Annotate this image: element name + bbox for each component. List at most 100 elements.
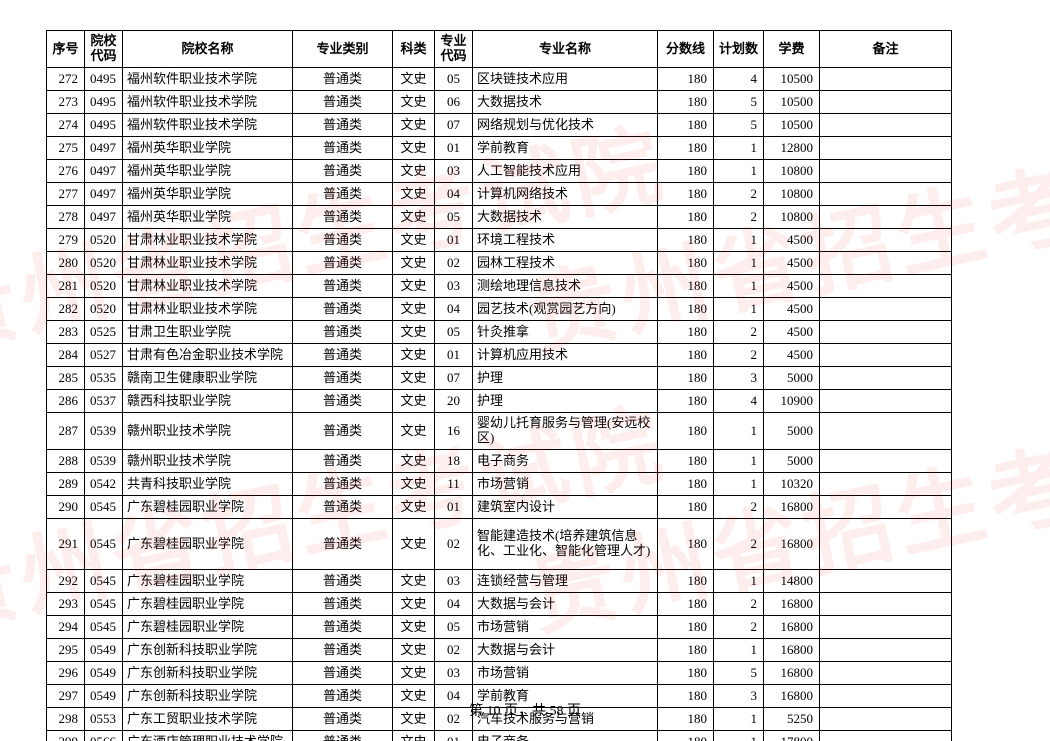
- cell-fee: 14800: [764, 570, 820, 593]
- cell-school_name: 甘肃林业职业技术学院: [123, 275, 293, 298]
- cell-major_name: 针灸推拿: [473, 321, 658, 344]
- cell-school_name: 赣西科技职业学院: [123, 390, 293, 413]
- table-row: 2820520甘肃林业职业技术学院普通类文史04园艺技术(观赏园艺方向)1801…: [47, 298, 952, 321]
- cell-score: 180: [658, 275, 714, 298]
- table-row: 2890542共青科技职业学院普通类文史11市场营销180110320: [47, 473, 952, 496]
- cell-seq: 290: [47, 496, 85, 519]
- cell-major_cat: 普通类: [293, 229, 393, 252]
- table-header: 序号院校代码院校名称专业类别科类专业代码专业名称分数线计划数学费备注: [47, 31, 952, 68]
- cell-school_name: 福州软件职业技术学院: [123, 91, 293, 114]
- cell-plan: 4: [714, 68, 764, 91]
- cell-school_name: 福州英华职业学院: [123, 137, 293, 160]
- cell-school_name: 广东碧桂园职业学院: [123, 570, 293, 593]
- cell-score: 180: [658, 496, 714, 519]
- cell-major_cat: 普通类: [293, 639, 393, 662]
- cell-major_name: 护理: [473, 390, 658, 413]
- cell-fee: 4500: [764, 321, 820, 344]
- cell-ke: 文史: [393, 68, 435, 91]
- cell-fee: 10900: [764, 390, 820, 413]
- cell-score: 180: [658, 321, 714, 344]
- cell-remark: [820, 593, 952, 616]
- cell-school_code: 0527: [85, 344, 123, 367]
- cell-school_code: 0497: [85, 160, 123, 183]
- cell-school_name: 赣州职业技术学院: [123, 413, 293, 450]
- cell-remark: [820, 91, 952, 114]
- cell-school_code: 0520: [85, 229, 123, 252]
- cell-major_cat: 普通类: [293, 252, 393, 275]
- cell-major_cat: 普通类: [293, 519, 393, 570]
- cell-score: 180: [658, 639, 714, 662]
- table-row: 2960549广东创新科技职业学院普通类文史03市场营销180516800: [47, 662, 952, 685]
- cell-major_code: 20: [435, 390, 473, 413]
- cell-remark: [820, 183, 952, 206]
- cell-major_code: 06: [435, 91, 473, 114]
- cell-major_code: 05: [435, 616, 473, 639]
- cell-major_cat: 普通类: [293, 114, 393, 137]
- table-row: 2760497福州英华职业学院普通类文史03人工智能技术应用180110800: [47, 160, 952, 183]
- table-row: 2790520甘肃林业职业技术学院普通类文史01环境工程技术18014500: [47, 229, 952, 252]
- cell-fee: 10800: [764, 160, 820, 183]
- cell-major_code: 07: [435, 367, 473, 390]
- cell-ke: 文史: [393, 160, 435, 183]
- cell-school_code: 0549: [85, 662, 123, 685]
- cell-remark: [820, 731, 952, 741]
- table-row: 2990566广东酒店管理职业技术学院普通类文史01电子商务180117800: [47, 731, 952, 741]
- cell-fee: 10800: [764, 206, 820, 229]
- cell-ke: 文史: [393, 298, 435, 321]
- cell-school_code: 0495: [85, 68, 123, 91]
- table-row: 2900545广东碧桂园职业学院普通类文史01建筑室内设计180216800: [47, 496, 952, 519]
- cell-major_cat: 普通类: [293, 662, 393, 685]
- table-row: 2860537赣西科技职业学院普通类文史20护理180410900: [47, 390, 952, 413]
- cell-seq: 276: [47, 160, 85, 183]
- cell-school_name: 广东碧桂园职业学院: [123, 496, 293, 519]
- cell-score: 180: [658, 367, 714, 390]
- cell-remark: [820, 160, 952, 183]
- cell-seq: 296: [47, 662, 85, 685]
- cell-fee: 4500: [764, 275, 820, 298]
- cell-score: 180: [658, 662, 714, 685]
- table-row: 2930545广东碧桂园职业学院普通类文史04大数据与会计180216800: [47, 593, 952, 616]
- cell-ke: 文史: [393, 229, 435, 252]
- cell-seq: 287: [47, 413, 85, 450]
- cell-remark: [820, 390, 952, 413]
- cell-plan: 1: [714, 137, 764, 160]
- cell-major_code: 02: [435, 519, 473, 570]
- cell-major_cat: 普通类: [293, 160, 393, 183]
- cell-seq: 285: [47, 367, 85, 390]
- cell-school_code: 0566: [85, 731, 123, 741]
- cell-ke: 文史: [393, 91, 435, 114]
- cell-plan: 1: [714, 413, 764, 450]
- cell-fee: 16800: [764, 662, 820, 685]
- col-school_code: 院校代码: [85, 31, 123, 68]
- cell-score: 180: [658, 114, 714, 137]
- cell-major_name: 计算机网络技术: [473, 183, 658, 206]
- cell-remark: [820, 229, 952, 252]
- cell-school_code: 0537: [85, 390, 123, 413]
- cell-school_code: 0495: [85, 91, 123, 114]
- cell-school_code: 0520: [85, 298, 123, 321]
- cell-school_name: 广东创新科技职业学院: [123, 639, 293, 662]
- cell-major_cat: 普通类: [293, 183, 393, 206]
- cell-score: 180: [658, 616, 714, 639]
- cell-score: 180: [658, 570, 714, 593]
- cell-fee: 4500: [764, 229, 820, 252]
- cell-school_code: 0539: [85, 450, 123, 473]
- table-row: 2870539赣州职业技术学院普通类文史16婴幼儿托育服务与管理(安远校区)18…: [47, 413, 952, 450]
- cell-ke: 文史: [393, 252, 435, 275]
- cell-fee: 5000: [764, 367, 820, 390]
- cell-school_name: 广东碧桂园职业学院: [123, 616, 293, 639]
- cell-plan: 1: [714, 252, 764, 275]
- cell-major_name: 连锁经营与管理: [473, 570, 658, 593]
- table-row: 2910545广东碧桂园职业学院普通类文史02智能建造技术(培养建筑信息化、工业…: [47, 519, 952, 570]
- col-plan: 计划数: [714, 31, 764, 68]
- cell-plan: 2: [714, 183, 764, 206]
- cell-seq: 280: [47, 252, 85, 275]
- cell-seq: 274: [47, 114, 85, 137]
- cell-remark: [820, 662, 952, 685]
- cell-school_code: 0545: [85, 519, 123, 570]
- cell-major_code: 02: [435, 639, 473, 662]
- cell-remark: [820, 616, 952, 639]
- cell-major_cat: 普通类: [293, 298, 393, 321]
- cell-major_cat: 普通类: [293, 367, 393, 390]
- cell-fee: 4500: [764, 252, 820, 275]
